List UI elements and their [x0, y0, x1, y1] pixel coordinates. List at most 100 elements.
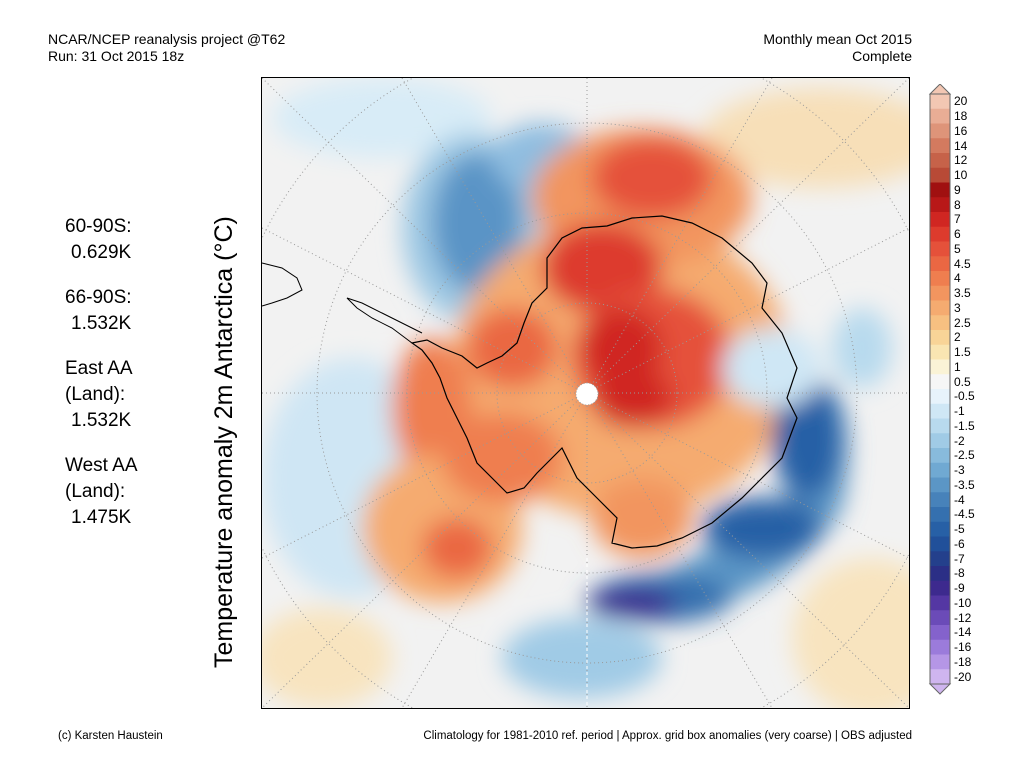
colorbar-tick-label: -14 — [954, 625, 972, 640]
colorbar-tick-label: 4.5 — [954, 256, 971, 271]
colorbar-swatch — [930, 271, 950, 287]
model-title: NCAR/NCEP reanalysis project @T62 — [48, 31, 286, 47]
colorbar-swatch — [930, 595, 950, 611]
colorbar-tick-label: 4 — [954, 271, 961, 286]
colorbar-swatch — [930, 108, 950, 124]
stat-east-aa: East AA (Land): 1.532K — [48, 356, 168, 434]
colorbar-swatch — [930, 153, 950, 169]
colorbar-tick-label: -6 — [954, 536, 965, 551]
stat-value: 1.532K — [71, 410, 132, 431]
colorbar-swatch — [930, 226, 950, 242]
colorbar-tick-label: -3 — [954, 463, 965, 478]
colorbar-tick-label: -8 — [954, 566, 965, 581]
colorbar-bottom-arrow — [928, 683, 952, 695]
colorbar-swatch — [930, 123, 950, 139]
colorbar-swatch — [930, 639, 950, 655]
stat-label-sub: (Land): — [65, 481, 126, 502]
map-canvas — [262, 78, 909, 708]
anomaly-stats: 60-90S: 0.629K 66-90S: 1.532K East AA (L… — [48, 214, 168, 550]
colorbar-tick-label: -4.5 — [954, 507, 975, 522]
colorbar-swatch — [930, 610, 950, 626]
colorbar-swatch — [930, 536, 950, 552]
colorbar-tick-label: -18 — [954, 654, 972, 669]
anomaly-field — [262, 78, 909, 708]
colorbar-tick-label: 10 — [954, 168, 968, 183]
colorbar-swatch — [930, 507, 950, 523]
colorbar-tick-label: 3.5 — [954, 286, 971, 301]
stat-value: 1.532K — [71, 313, 132, 334]
colorbar-tick-label: 7 — [954, 212, 961, 227]
colorbar-swatch — [930, 94, 950, 110]
colorbar-tick-label: 5 — [954, 241, 961, 256]
south-pole-marker — [575, 382, 599, 406]
colorbar-swatch — [930, 138, 950, 154]
colorbar-swatch — [930, 285, 950, 301]
colorbar-swatch — [930, 182, 950, 198]
colorbar-tick-label: -2.5 — [954, 448, 975, 463]
colorbar-tick-label: 8 — [954, 197, 961, 212]
stat-value: 1.475K — [71, 507, 132, 528]
colorbar-swatch — [930, 374, 950, 390]
stat-label: West AA — [65, 455, 138, 476]
colorbar-tick-label: 3 — [954, 300, 961, 315]
colorbar-tick-label: -7 — [954, 551, 965, 566]
stat-60-90s: 60-90S: 0.629K — [48, 214, 168, 266]
header-right: Monthly mean Oct 2015 Complete — [763, 31, 912, 65]
colorbar-swatch — [930, 551, 950, 567]
stat-label-sub: (Land): — [65, 384, 126, 405]
colorbar-tick-label: -3.5 — [954, 477, 975, 492]
colorbar-top-arrow — [928, 84, 952, 95]
colorbar-tick-label: 2.5 — [954, 315, 971, 330]
colorbar-tick-label: -5 — [954, 522, 965, 537]
colorbar-swatch — [930, 403, 950, 419]
colorbar-tick-label: 1 — [954, 359, 961, 374]
antarctica-anomaly-map — [261, 77, 910, 709]
colorbar-tick-label: -4 — [954, 492, 965, 507]
colorbar-tick-label: 0.5 — [954, 374, 971, 389]
completeness-status: Complete — [852, 48, 912, 64]
run-date: Run: 31 Oct 2015 18z — [48, 48, 185, 64]
colorbar-swatch — [930, 167, 950, 183]
stat-value: 0.629K — [71, 242, 132, 263]
colorbar-tick-label: 9 — [954, 182, 961, 197]
colorbar-tick-label: -16 — [954, 640, 972, 655]
colorbar-swatch — [930, 197, 950, 213]
colorbar-swatch — [930, 330, 950, 346]
colorbar-swatch — [930, 654, 950, 670]
colorbar-tick-label: -0.5 — [954, 389, 975, 404]
colorbar-swatch — [930, 521, 950, 537]
colorbar-swatch — [930, 344, 950, 360]
colorbar-tick-label: 18 — [954, 109, 968, 124]
south-america-tip — [262, 262, 303, 307]
colorbar-tick-label: 14 — [954, 138, 968, 153]
colorbar-tick-label: 20 — [954, 94, 968, 109]
colorbar-tick-label: -20 — [954, 669, 972, 684]
colorbar-swatch — [930, 300, 950, 316]
stat-label: 60-90S: — [65, 216, 132, 237]
colorbar-swatch — [930, 580, 950, 596]
colorbar-swatch — [930, 566, 950, 582]
colorbar-tick-label: -9 — [954, 581, 965, 596]
colorbar-swatch — [930, 669, 950, 685]
stat-label: 66-90S: — [65, 287, 132, 308]
colorbar-tick-label: 1.5 — [954, 345, 971, 360]
colorbar-swatch — [930, 625, 950, 641]
colorbar-tick-label: 6 — [954, 227, 961, 242]
methodology-note: Climatology for 1981-2010 ref. period | … — [423, 730, 912, 742]
colorbar-swatch — [930, 256, 950, 272]
colorbar-tick-label: -10 — [954, 595, 972, 610]
stat-west-aa: West AA (Land): 1.475K — [48, 453, 168, 531]
colorbar-swatch — [930, 315, 950, 331]
colorbar-tick-label: -12 — [954, 610, 972, 625]
colorbar-tick-label: -1.5 — [954, 418, 975, 433]
colorbar-tick-label: -2 — [954, 433, 965, 448]
header-left: NCAR/NCEP reanalysis project @T62 Run: 3… — [48, 31, 285, 65]
colorbar-swatch — [930, 492, 950, 508]
map-title: Temperature anomaly 2m Antarctica (°C) — [210, 216, 238, 668]
antarctic-peninsula — [346, 297, 423, 344]
stat-66-90s: 66-90S: 1.532K — [48, 285, 168, 337]
colorbar-tick-label: -1 — [954, 404, 965, 419]
colorbar — [928, 84, 952, 695]
antarctica-coastline — [410, 215, 798, 549]
colorbar-tick-label: 12 — [954, 153, 968, 168]
